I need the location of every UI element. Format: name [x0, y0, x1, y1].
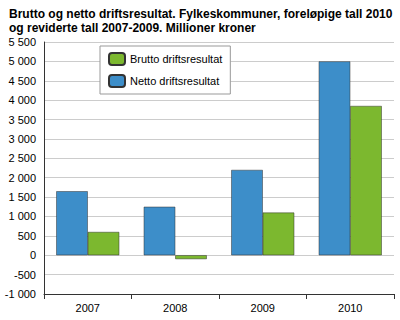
svg-text:og reviderte tall 2007-2009. M: og reviderte tall 2007-2009. Millioner k… [9, 21, 256, 35]
svg-text:1 500: 1 500 [8, 191, 36, 203]
svg-text:0: 0 [30, 249, 36, 261]
svg-text:Brutto og netto driftsresultat: Brutto og netto driftsresultat. Fylkesko… [9, 7, 393, 21]
svg-text:-500: -500 [14, 269, 36, 281]
svg-text:4 500: 4 500 [8, 75, 36, 87]
svg-text:2010: 2010 [338, 302, 362, 314]
svg-text:2007: 2007 [76, 302, 100, 314]
svg-text:Brutto driftsresultat: Brutto driftsresultat [130, 53, 222, 65]
svg-text:3 000: 3 000 [8, 133, 36, 145]
svg-text:4 000: 4 000 [8, 94, 36, 106]
svg-text:Netto driftsresultat: Netto driftsresultat [130, 75, 219, 87]
svg-text:5 500: 5 500 [8, 36, 36, 48]
svg-text:500: 500 [18, 230, 36, 242]
svg-text:2008: 2008 [163, 302, 187, 314]
svg-text:2 000: 2 000 [8, 172, 36, 184]
svg-text:5 000: 5 000 [8, 55, 36, 67]
svg-text:3 500: 3 500 [8, 114, 36, 126]
svg-text:2009: 2009 [251, 302, 275, 314]
svg-text:1 000: 1 000 [8, 210, 36, 222]
svg-text:-1 000: -1 000 [5, 288, 36, 300]
svg-text:2 500: 2 500 [8, 152, 36, 164]
